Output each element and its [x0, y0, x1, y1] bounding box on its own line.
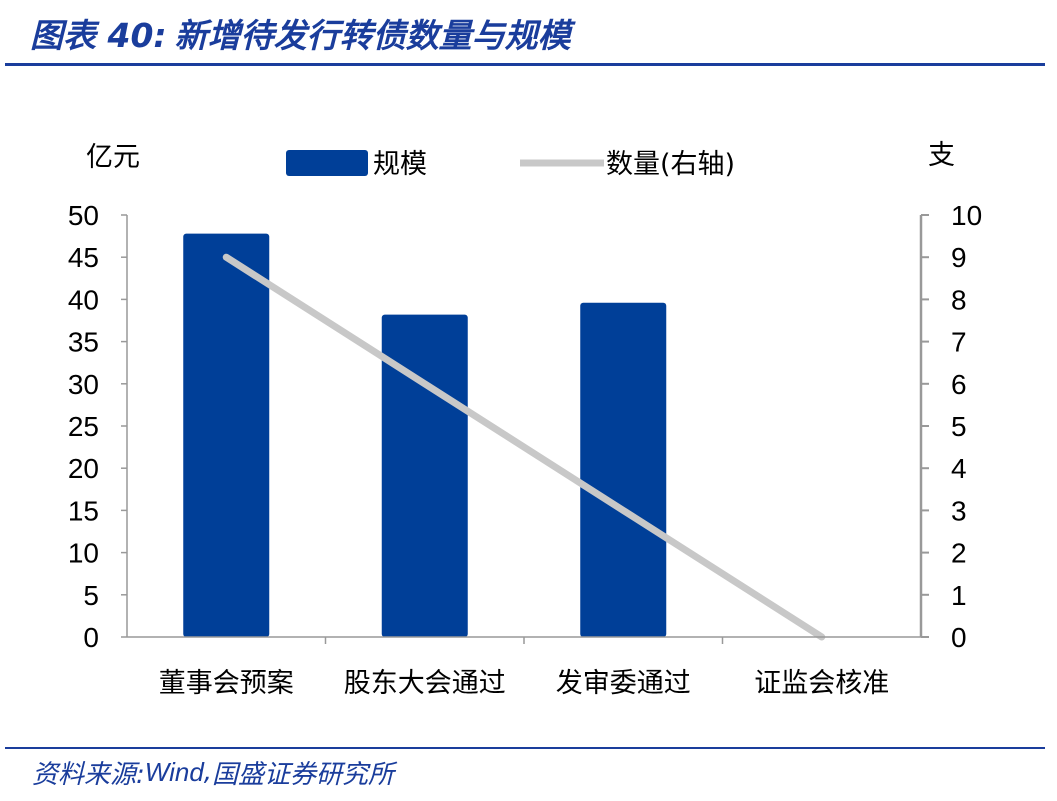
x-tick-label: 证监会核准	[754, 668, 889, 699]
legend-label-bar: 规模	[373, 149, 427, 180]
y2-tick-label: 3	[951, 495, 967, 526]
y-tick-label: 35	[68, 327, 99, 358]
top-rule	[5, 63, 1045, 66]
y2-tick-label: 4	[951, 453, 967, 484]
figure-title: 新增待发行转债数量与规模	[174, 16, 571, 55]
source-label: 资料来源:	[32, 759, 145, 790]
y-tick-label: 5	[83, 580, 99, 611]
y-tick-label: 30	[68, 369, 99, 400]
figure-header: 图表 40: 新增待发行转债数量与规模	[30, 8, 571, 58]
y-tick-label: 40	[68, 284, 99, 315]
count-line	[222, 253, 826, 641]
y-tick-label: 50	[68, 200, 99, 231]
x-tick-label: 董事会预案	[159, 668, 294, 699]
y2-tick-label: 7	[951, 327, 967, 358]
bar-1	[183, 233, 270, 637]
y2-tick-label: 0	[951, 622, 967, 653]
legend-label-line: 数量(右轴)	[606, 149, 735, 180]
y2-tick-label: 2	[951, 538, 967, 569]
source-name: Wind	[144, 756, 204, 787]
bottom-rule	[5, 747, 1045, 749]
legend-swatch-bar	[286, 150, 368, 176]
source-org: 国盛证券研究所	[212, 759, 395, 790]
y2-tick-label: 6	[951, 369, 967, 400]
y-tick-label: 45	[68, 242, 99, 273]
bar-3	[580, 302, 667, 637]
y2-tick-label: 5	[951, 411, 967, 442]
y-tick-label: 25	[68, 411, 99, 442]
y-tick-label: 10	[68, 538, 99, 569]
x-tick-label: 股东大会通过	[344, 668, 506, 699]
y-axis-label: 亿元	[86, 142, 140, 173]
figure-number: 图表 40:	[30, 16, 167, 55]
y2-axis-label: 支	[928, 140, 955, 171]
source-separator: ,	[203, 757, 213, 787]
y-tick-label: 0	[83, 622, 99, 653]
y2-tick-label: 1	[951, 580, 967, 611]
y2-tick-label: 10	[951, 200, 982, 231]
y2-tick-label: 8	[951, 284, 967, 315]
y-tick-label: 15	[68, 495, 99, 526]
x-tick-label: 发审委通过	[556, 668, 691, 699]
source-note: 资料来源: Wind , 国盛证券研究所	[32, 752, 394, 792]
y2-tick-label: 9	[951, 242, 967, 273]
y-tick-label: 20	[68, 453, 99, 484]
